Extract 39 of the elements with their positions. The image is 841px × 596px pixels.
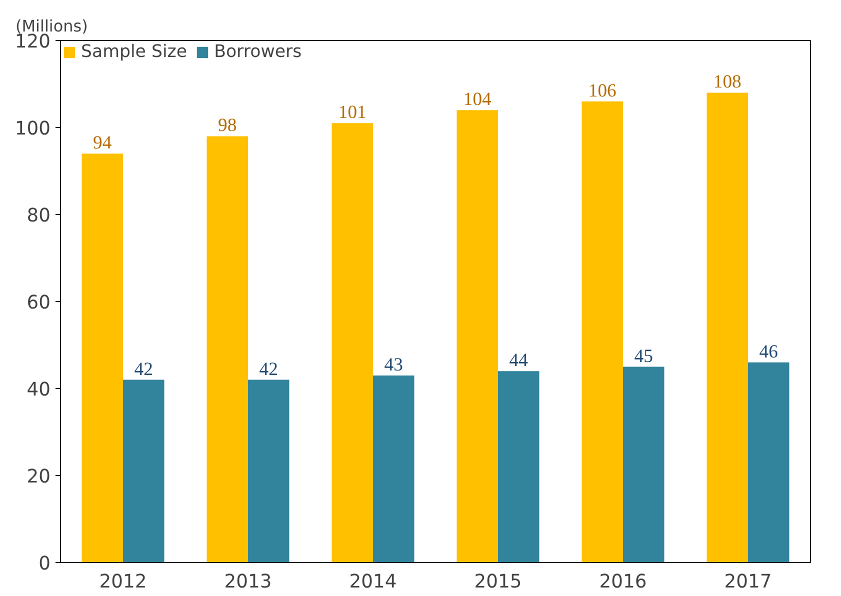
y-tick-label: 0 — [38, 554, 51, 574]
bar — [206, 136, 248, 562]
x-tick-label: 2013 — [224, 572, 272, 592]
bar — [82, 154, 123, 562]
y-tick-label: 60 — [26, 292, 51, 314]
bar — [623, 366, 664, 562]
x-tick-label: 2012 — [99, 572, 147, 592]
bar — [498, 371, 540, 562]
data-label: 44 — [509, 350, 529, 372]
data-label: 94 — [93, 132, 112, 154]
legend-label: Sample Size — [81, 42, 188, 62]
bar — [456, 110, 498, 562]
x-tick-label: 2017 — [724, 572, 772, 592]
y-axis-title: (Millions) — [16, 16, 88, 36]
y-tick-label: 80 — [26, 206, 51, 226]
x-tick-label: 2014 — [349, 572, 397, 592]
data-label: 46 — [759, 341, 778, 362]
data-label: 45 — [634, 346, 653, 367]
bar — [748, 362, 790, 562]
data-label: 104 — [463, 89, 492, 110]
bar — [123, 380, 164, 562]
bar — [248, 380, 290, 562]
data-label: 98 — [218, 115, 237, 136]
data-label: 106 — [588, 80, 616, 102]
x-tick-label: 2016 — [599, 572, 647, 592]
bar — [706, 92, 748, 562]
y-tick-label: 40 — [26, 380, 51, 400]
bar — [373, 375, 414, 562]
bar — [332, 123, 373, 562]
data-label: 108 — [713, 72, 742, 93]
y-tick-label: 100 — [14, 118, 50, 140]
y-tick-label: 20 — [26, 466, 51, 488]
legend-label: Borrowers — [214, 42, 302, 62]
data-label: 101 — [338, 102, 366, 124]
data-label: 42 — [134, 358, 153, 380]
data-label: 43 — [384, 354, 403, 376]
bar — [582, 101, 623, 562]
data-label: 42 — [259, 358, 278, 380]
x-tick-label: 2015 — [474, 572, 522, 592]
